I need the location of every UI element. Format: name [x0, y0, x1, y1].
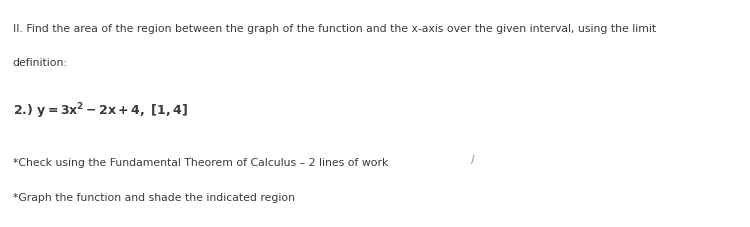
Text: 2.) $\mathbf{y = 3x^2 - 2x + 4,\ [1,4]}$: 2.) $\mathbf{y = 3x^2 - 2x + 4,\ [1,4]}$ [13, 101, 188, 121]
Text: II. Find the area of the region between the graph of the function and the x-axis: II. Find the area of the region between … [13, 24, 656, 34]
Text: *Check using the Fundamental Theorem of Calculus – 2 lines of work: *Check using the Fundamental Theorem of … [13, 158, 388, 168]
Text: *Graph the function and shade the indicated region: *Graph the function and shade the indica… [13, 192, 295, 202]
Text: definition:: definition: [13, 58, 68, 68]
Text: /: / [471, 154, 475, 164]
